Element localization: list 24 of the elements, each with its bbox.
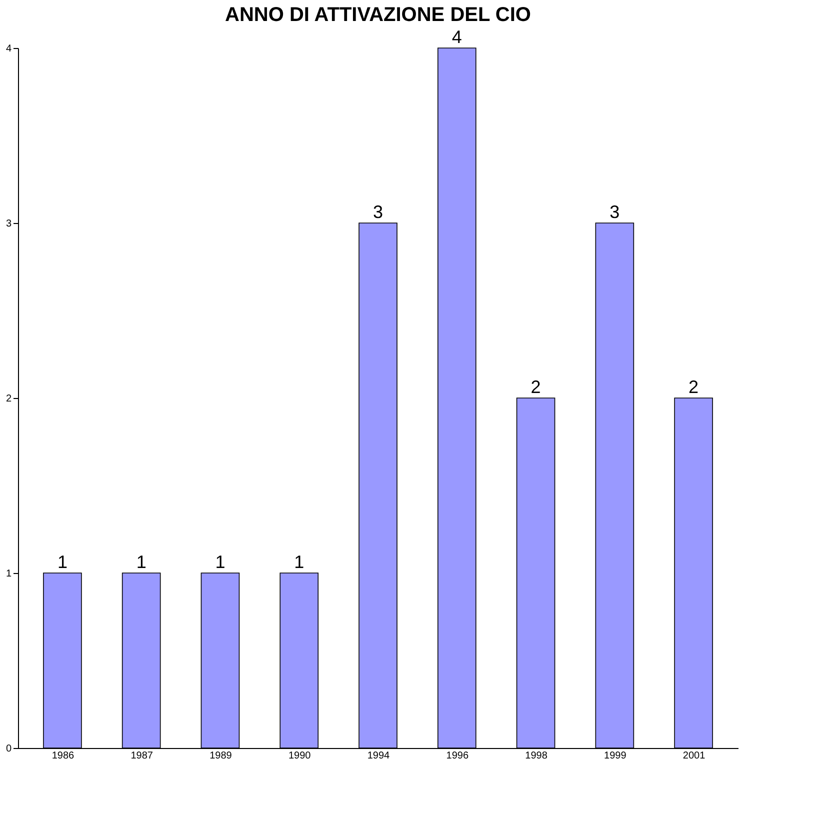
x-tick-label: 1994 — [367, 750, 390, 762]
data-label: 2 — [688, 377, 699, 397]
y-tick-label: 4 — [6, 44, 12, 54]
x-tick-label: 1989 — [210, 750, 232, 762]
x-tick-label: 1998 — [525, 750, 548, 762]
data-label: 1 — [215, 552, 226, 572]
data-label: 1 — [294, 552, 304, 572]
x-tick-label: 1999 — [604, 750, 627, 762]
y-tick-label: 0 — [6, 744, 12, 754]
data-label: 1 — [57, 552, 68, 572]
data-label: 3 — [610, 202, 620, 222]
x-tick-label: 1986 — [52, 750, 75, 762]
data-label: 3 — [372, 202, 384, 222]
y-tick-label: 3 — [6, 218, 12, 230]
y-tick-label: 2 — [6, 394, 12, 404]
data-label: 4 — [452, 27, 462, 47]
data-label: 2 — [530, 377, 541, 397]
chart-title: ANNO DI ATTIVAZIONE DEL CIO — [225, 4, 531, 26]
x-tick-label: 1987 — [130, 750, 154, 762]
x-tick-label: 1990 — [288, 750, 312, 762]
y-tick-label: 1 — [6, 568, 12, 580]
x-tick-label: 2001 — [682, 750, 706, 762]
x-tick-label: 1996 — [446, 750, 469, 762]
data-label: 1 — [136, 552, 146, 572]
